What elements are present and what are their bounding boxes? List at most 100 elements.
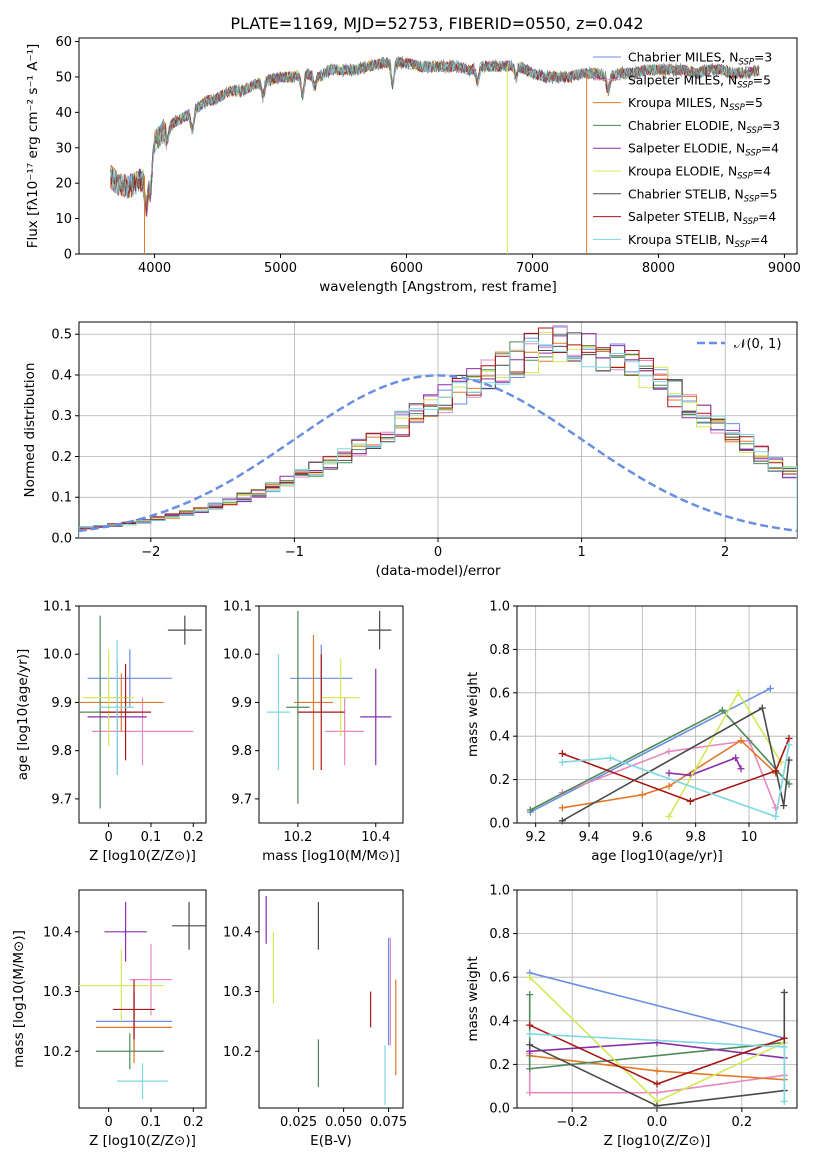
y-axis-label: age [log10(age/yr)]: [15, 649, 31, 781]
y-tick-label: 0.4: [489, 1014, 510, 1029]
y-tick-label: 10.3: [43, 985, 72, 1000]
weight-marker: [653, 1102, 661, 1110]
errorbar-kroupa-miles: [294, 634, 333, 770]
weight-marker: [526, 806, 534, 814]
weight-marker: [780, 1034, 788, 1042]
legend-label: Kroupa ELODIE, NSSP=4: [628, 165, 771, 182]
x-axis-label: age [log10(age/yr)]: [591, 848, 723, 864]
x-axis-label: Z [log10(Z/Z⊙)]: [604, 1133, 711, 1149]
y-tick-label: 9.7: [51, 792, 72, 807]
y-tick-label: 0.4: [489, 730, 510, 745]
y-tick-label: 0.8: [489, 927, 510, 942]
weight-marker: [526, 1065, 534, 1073]
spectrum-axes: 4000 5000 6000 7000 8000 9000 0 10 20 30 40 50 60 wav…: [25, 35, 801, 295]
weight-marker: [653, 1067, 661, 1075]
legend-label: Kroupa STELIB, NSSP=4: [628, 233, 768, 250]
x-tick-label: 0.075: [370, 1115, 407, 1130]
normal-curve: [79, 374, 797, 533]
weight-marker: [785, 734, 793, 742]
weight-marker: [653, 1080, 661, 1088]
y-tick-label: 10.1: [43, 600, 72, 615]
errorbar-salpeter-elodie: [360, 668, 392, 766]
y-tick-label: 0.4: [51, 368, 72, 383]
x-axis-label: Z [log10(Z/Z⊙)]: [89, 1133, 196, 1149]
errorbar-chabrier-stelib: [367, 610, 392, 650]
x-tick-label: 9000: [768, 261, 801, 276]
y-axis-label: mass [log10(M/M⊙)]: [11, 930, 27, 1068]
legend-label: Chabrier MILES, NSSP=3: [628, 51, 772, 68]
x-axis-label: Z [log10(Z/Z⊙)]: [89, 848, 196, 864]
y-tick-label: 10.0: [43, 648, 72, 663]
weight-marker: [665, 812, 673, 820]
errorbar-salpeter-stelib: [100, 663, 151, 761]
errorbar-chabrier-stelib: [172, 901, 206, 950]
legend-label: Kroupa MILES, NSSP=5: [628, 96, 763, 113]
weight-marker: [766, 684, 774, 692]
age_vs_mass-axes: 10.2 10.4 9.7 9.8 9.9 10.0 10.1 mass [log10(M/M…: [223, 600, 404, 864]
weight_vs_age-axes: 9.2 9.4 9.6 9.8 10 0.0 0.2 0.4 0.6 0.8 1.0 age [log…: [465, 600, 798, 864]
age_vs_Z-frame: [78, 605, 207, 824]
weight-line-salpeter-stelib: [562, 738, 790, 803]
y-tick-label: 50: [55, 70, 72, 85]
x-tick-label: 0: [104, 830, 112, 845]
y-tick-label: 0.0: [489, 1102, 510, 1117]
spectrum-observed: [110, 55, 760, 210]
x-axis-label: (data-model)/error: [375, 563, 501, 579]
y-tick-label: 9.7: [231, 792, 252, 807]
x-tick-label: −2: [141, 545, 160, 560]
residuals-frame: [78, 321, 798, 539]
weight-line-chabrier-stelib: [561, 706, 790, 822]
y-tick-label: 0.2: [489, 1058, 510, 1073]
weight-marker: [526, 973, 534, 981]
residuals-axes: −2 −1 0 1 2 0.0 0.1 0.2 0.3 0.4 0.5 (data-model)/er…: [22, 321, 798, 579]
y-tick-label: 10.4: [43, 925, 72, 940]
weight-marker: [737, 765, 745, 773]
age_vs_Z-errorbars: [79, 615, 202, 809]
y-tick-label: 10.2: [223, 1045, 252, 1060]
y-tick-label: 10.4: [223, 925, 252, 940]
y-tick-label: 10.1: [223, 600, 252, 615]
age_vs_mass-frame: [258, 605, 404, 824]
weight-line-kroupa-stelib: [562, 744, 790, 818]
y-tick-label: 9.8: [51, 744, 72, 759]
weight-marker: [734, 689, 742, 697]
weight-marker: [526, 1089, 534, 1097]
errorbar-salpeter-elodie: [104, 901, 147, 962]
weight-line-chabrier-miles: [529, 687, 771, 813]
weight-marker: [665, 769, 673, 777]
y-tick-label: 30: [55, 141, 72, 156]
x-tick-label: 0.2: [732, 1115, 753, 1130]
x-tick-label: −1: [285, 545, 304, 560]
weight-marker: [638, 791, 646, 799]
mass_vs_EBV-frame: [258, 889, 404, 1109]
x-tick-label: 9.2: [525, 830, 546, 845]
y-tick-label: 0.2: [51, 450, 72, 465]
weight-marker: [772, 767, 780, 775]
y-tick-label: 0.3: [51, 409, 72, 424]
y-axis-label: Flux [fλ10⁻¹⁷ erg cm⁻² s⁻¹ A⁻¹]: [25, 44, 41, 249]
y-tick-label: 10.2: [43, 1045, 72, 1060]
x-tick-label: −0.2: [556, 1115, 588, 1130]
weight-marker: [606, 754, 614, 762]
x-tick-label: 0.1: [141, 830, 162, 845]
spectrum-frame: [78, 37, 798, 255]
age_vs_mass-errorbars: [266, 610, 392, 804]
x-tick-label: 5000: [264, 261, 297, 276]
x-tick-label: 0.050: [325, 1115, 362, 1130]
spectrum-kroupa-stelib: [110, 57, 760, 203]
y-tick-label: 0.2: [489, 773, 510, 788]
weight-marker: [558, 758, 566, 766]
x-tick-label: 9.6: [632, 830, 653, 845]
errorbar-kroupa-stelib: [100, 639, 135, 775]
x-tick-label: 0.0: [647, 1115, 668, 1130]
y-tick-label: 0.5: [51, 328, 72, 343]
mass_vs_Z-axes: 0 0.1 0.2 10.2 10.3 10.4 Z [log10(Z/Z⊙)] mass […: [11, 889, 207, 1149]
errorbar-chabrier-stelib: [167, 615, 202, 645]
weight_vs_age-frame: [516, 605, 798, 824]
weight-marker: [526, 1021, 534, 1029]
weight-marker: [780, 1043, 788, 1051]
x-tick-label: 0: [434, 545, 442, 560]
weight-marker: [758, 704, 766, 712]
weight-line-salpeter-elodie: [668, 756, 742, 777]
